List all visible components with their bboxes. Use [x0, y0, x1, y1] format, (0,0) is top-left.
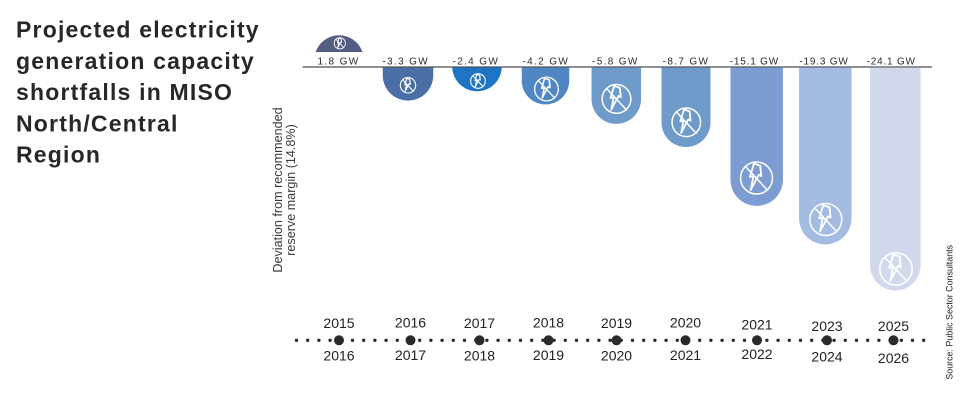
svg-text:1.8 GW: 1.8 GW — [318, 57, 360, 68]
svg-text:-8.7 GW: -8.7 GW — [663, 57, 710, 68]
svg-text:-15.1 GW: -15.1 GW — [730, 57, 779, 68]
svg-text:generation capacity: generation capacity — [16, 48, 255, 74]
svg-text:2016: 2016 — [323, 347, 354, 363]
svg-text:-5.8 GW: -5.8 GW — [592, 57, 639, 68]
svg-text:2020: 2020 — [601, 347, 632, 363]
svg-text:Source: Public Sector Consulta: Source: Public Sector Consultants — [945, 244, 955, 379]
svg-text:2024: 2024 — [811, 349, 842, 365]
svg-text:reserve margin (14.8%): reserve margin (14.8%) — [284, 124, 298, 256]
svg-text:2020: 2020 — [670, 314, 701, 330]
svg-text:2022: 2022 — [741, 346, 772, 362]
svg-text:-4.2 GW: -4.2 GW — [522, 57, 569, 68]
svg-text:2021: 2021 — [741, 317, 772, 333]
svg-text:2025: 2025 — [878, 318, 909, 334]
svg-text:2026: 2026 — [878, 350, 909, 366]
svg-text:-2.4 GW: -2.4 GW — [452, 57, 499, 68]
svg-text:2017: 2017 — [395, 347, 426, 363]
svg-text:2019: 2019 — [533, 347, 564, 363]
svg-text:-3.3 GW: -3.3 GW — [382, 57, 429, 68]
svg-text:2016: 2016 — [395, 314, 426, 330]
svg-text:2017: 2017 — [464, 315, 495, 331]
svg-text:North/Central: North/Central — [16, 110, 179, 136]
svg-text:Deviation from recommended: Deviation from recommended — [271, 107, 285, 272]
svg-text:2018: 2018 — [533, 314, 564, 330]
svg-text:-24.1 GW: -24.1 GW — [867, 57, 916, 68]
svg-text:-19.3 GW: -19.3 GW — [799, 57, 848, 68]
svg-text:Projected electricity: Projected electricity — [16, 17, 260, 43]
svg-text:2023: 2023 — [811, 318, 842, 334]
svg-text:Region: Region — [16, 142, 101, 168]
svg-text:2021: 2021 — [670, 347, 701, 363]
svg-text:shortfalls in MISO: shortfalls in MISO — [16, 79, 233, 105]
svg-text:2019: 2019 — [601, 315, 632, 331]
svg-text:2015: 2015 — [323, 315, 354, 331]
svg-text:2018: 2018 — [464, 347, 495, 363]
